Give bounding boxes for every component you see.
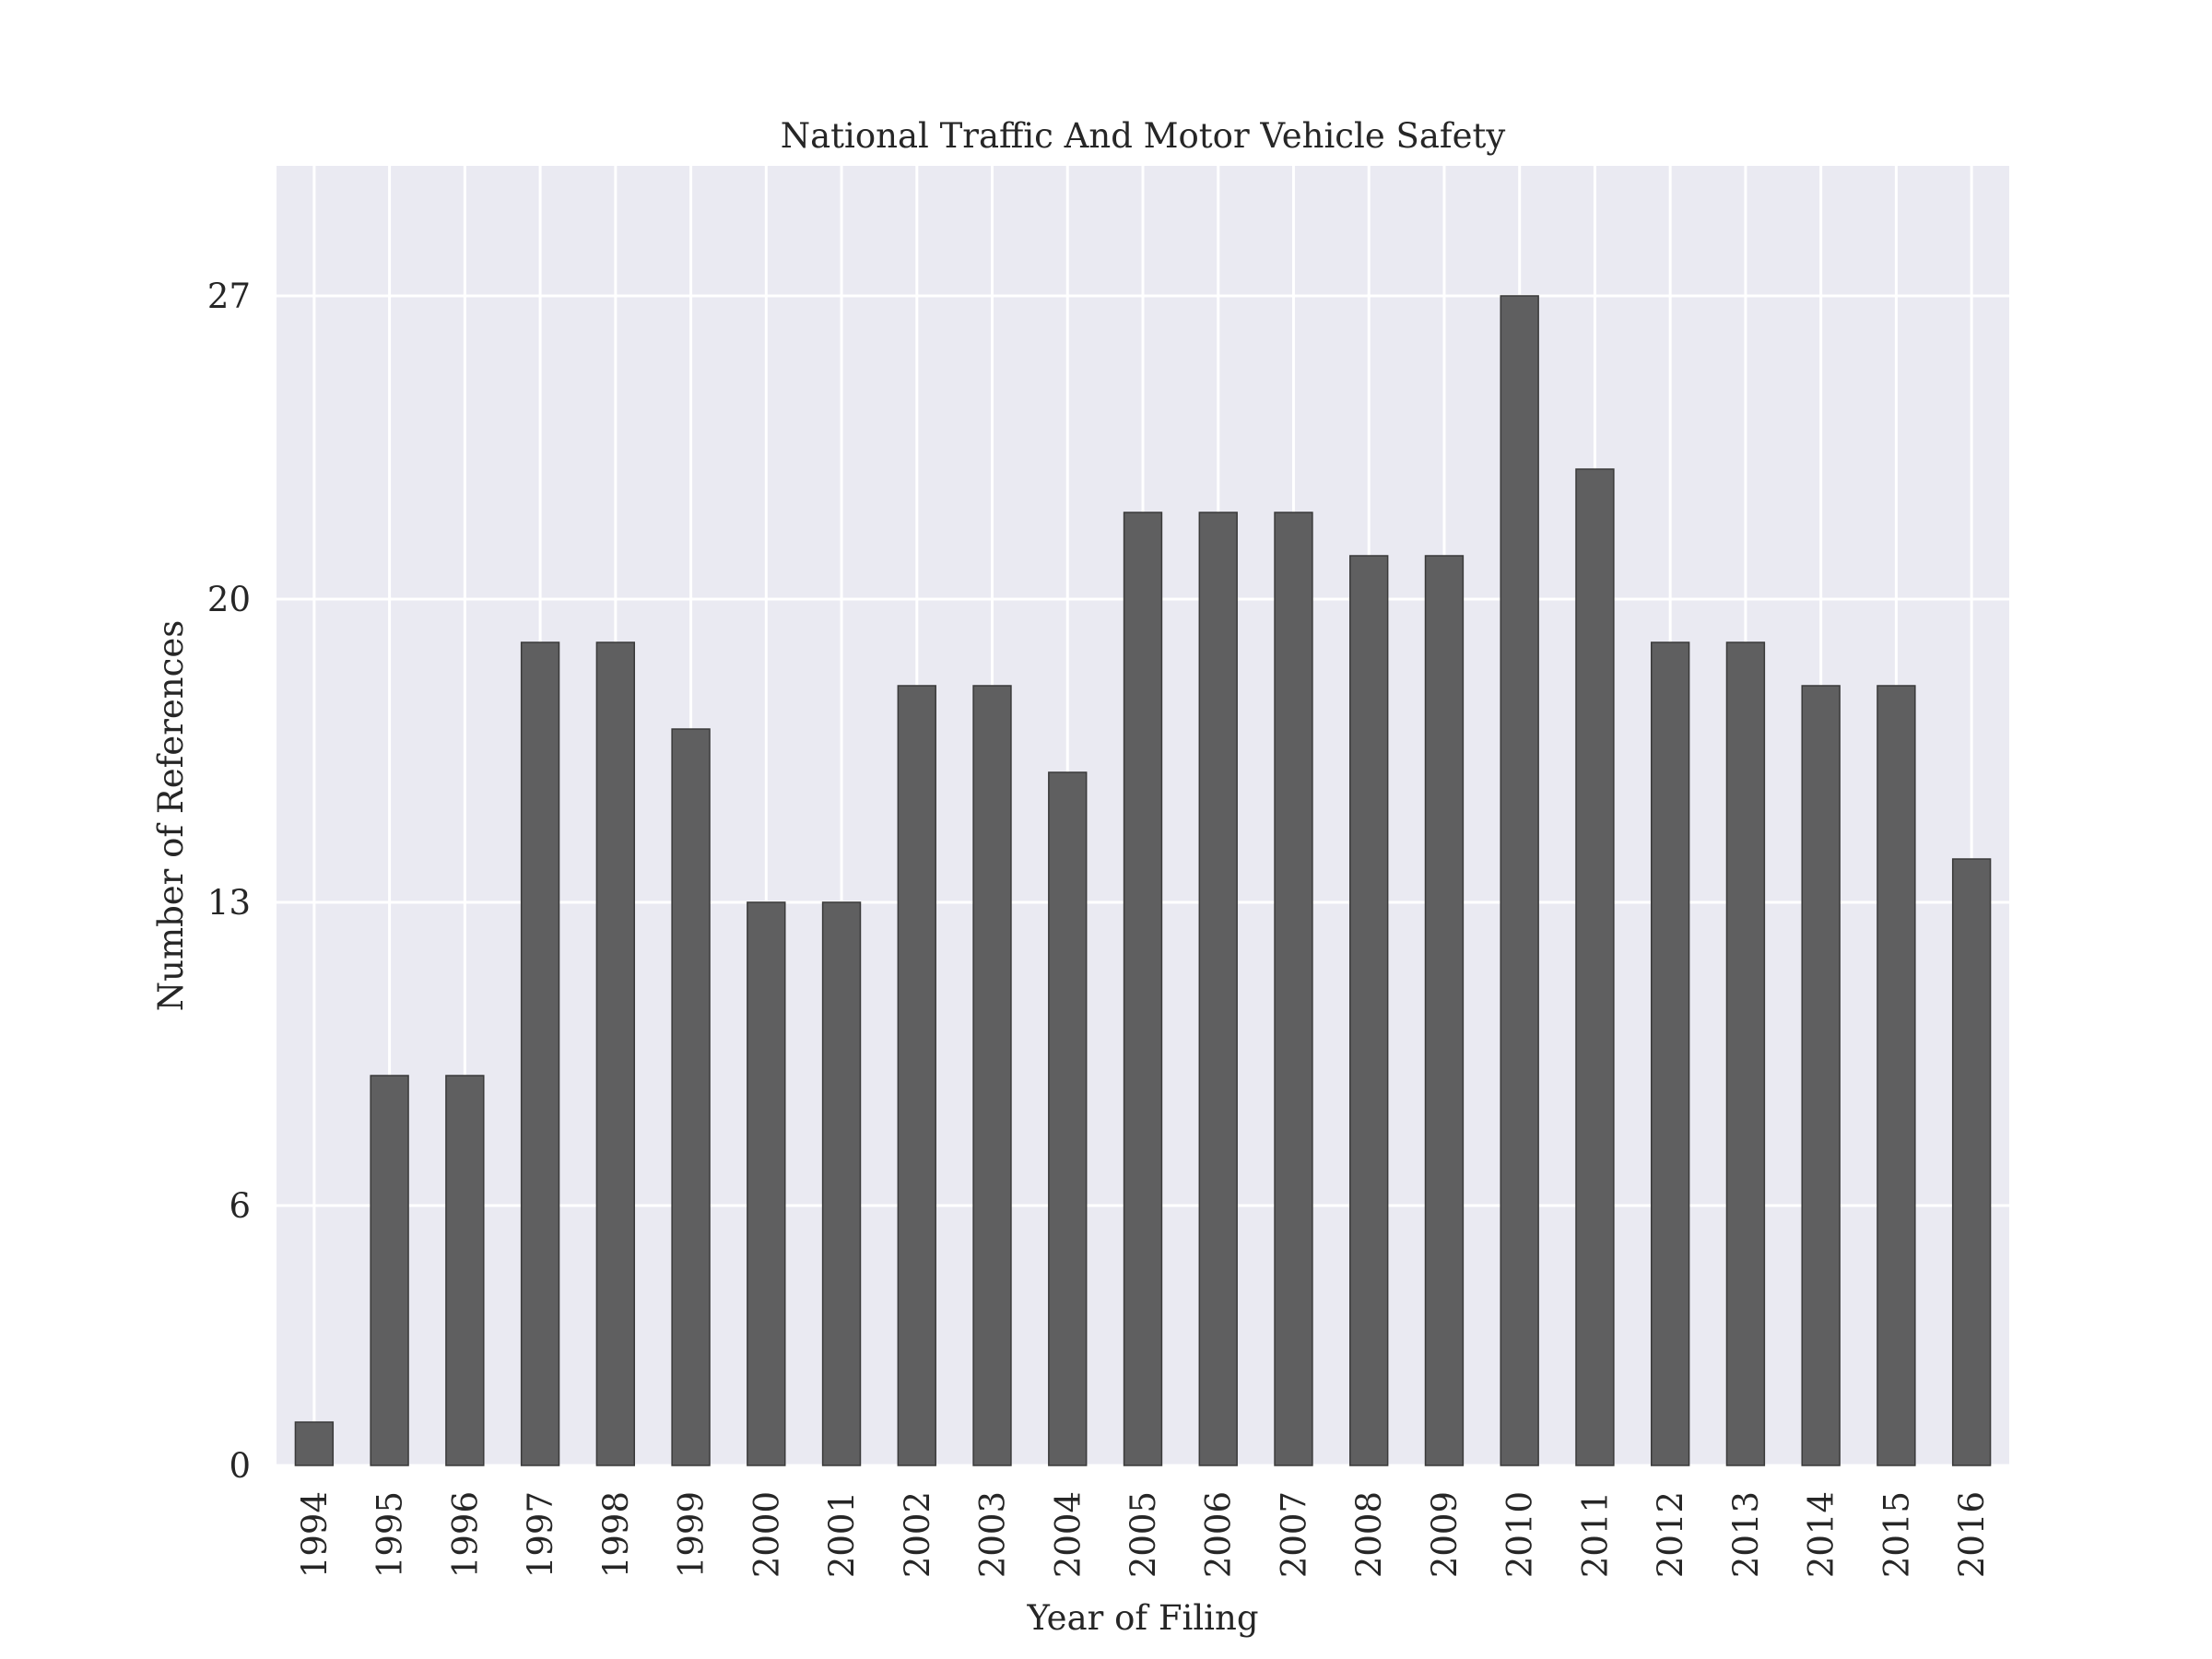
x-axis-label: Year of Filing [1026, 1598, 1258, 1638]
x-tick-label: 1996 [445, 1491, 485, 1578]
x-tick-label: 2003 [973, 1491, 1013, 1578]
x-tick-label: 2015 [1877, 1491, 1916, 1578]
x-tick-label: 2004 [1048, 1491, 1088, 1578]
x-tick-label: 2012 [1651, 1491, 1690, 1578]
bar-2005 [1123, 512, 1163, 1466]
x-tick-labels: 1994 1995 1996 1997 1998 1999 2000 2001 2002 2003… [295, 1491, 1992, 1578]
x-tick-label: 1999 [672, 1491, 712, 1578]
bar-1997 [520, 641, 560, 1466]
y-tick-label: 6 [229, 1186, 251, 1226]
y-axis-label: Number of References [151, 620, 191, 1011]
y-tick-labels: 0 6 13 20 27 [207, 276, 251, 1486]
bar-1996 [445, 1075, 485, 1466]
x-tick-label: 2016 [1952, 1491, 1992, 1578]
bar-2003 [972, 685, 1012, 1466]
bar-2004 [1048, 771, 1088, 1466]
y-tick-label: 20 [207, 580, 251, 619]
bar-2015 [1877, 685, 1916, 1466]
x-tick-label: 2006 [1199, 1491, 1239, 1578]
chart-title: National Traffic And Motor Vehicle Safet… [781, 116, 1506, 156]
x-tick-label: 1994 [295, 1491, 335, 1578]
x-tick-label: 2001 [822, 1491, 862, 1578]
bar-2001 [821, 901, 862, 1466]
y-tick-label: 27 [207, 276, 251, 316]
bar-2010 [1500, 295, 1539, 1466]
x-tick-label: 2002 [898, 1491, 937, 1578]
x-tick-label: 2008 [1349, 1491, 1389, 1578]
x-tick-label: 2013 [1726, 1491, 1766, 1578]
y-tick-label: 13 [207, 883, 251, 923]
bar-2012 [1650, 641, 1690, 1466]
bar-2011 [1575, 468, 1615, 1466]
x-tick-label: 2010 [1500, 1491, 1540, 1578]
x-tick-label: 2011 [1575, 1491, 1615, 1578]
x-tick-label: 1997 [521, 1491, 560, 1578]
x-tick-label: 2014 [1802, 1491, 1841, 1578]
bar-1994 [294, 1421, 335, 1466]
bar-2009 [1424, 555, 1465, 1466]
bar-2008 [1349, 555, 1389, 1466]
bar-2006 [1198, 512, 1238, 1466]
bar-2014 [1801, 685, 1841, 1466]
x-tick-label: 2000 [747, 1491, 786, 1578]
bar-2007 [1274, 512, 1313, 1466]
x-tick-label: 1995 [371, 1491, 410, 1578]
bar-1999 [671, 728, 711, 1466]
y-tick-label: 0 [229, 1446, 251, 1486]
x-tick-label: 2007 [1274, 1491, 1313, 1578]
bar-2016 [1951, 858, 1992, 1466]
x-tick-label: 2009 [1425, 1491, 1465, 1578]
bar-2013 [1725, 641, 1766, 1466]
bar-1995 [370, 1075, 409, 1466]
bars [294, 295, 1992, 1466]
bar-1998 [595, 641, 636, 1466]
x-tick-label: 1998 [596, 1491, 636, 1578]
bar-2002 [897, 685, 936, 1466]
bar-2000 [747, 901, 786, 1466]
x-tick-label: 2005 [1124, 1491, 1163, 1578]
